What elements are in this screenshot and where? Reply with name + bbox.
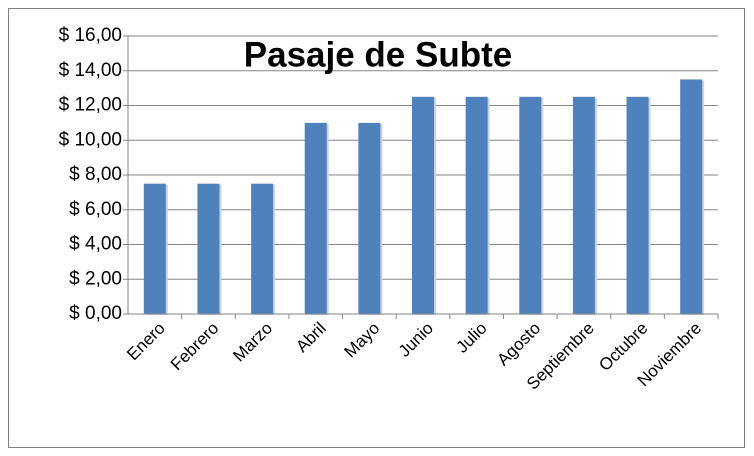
- y-tick-label: $ 14,00: [59, 60, 122, 81]
- bar: [197, 183, 220, 314]
- bar: [465, 96, 488, 314]
- bar: [143, 183, 166, 314]
- chart-title: Pasaje de Subte: [244, 35, 512, 74]
- y-tick-label: $ 16,00: [59, 25, 122, 46]
- y-tick-label: $ 10,00: [59, 129, 122, 150]
- y-tick-label: $ 12,00: [59, 95, 122, 116]
- y-tick-label: $ 8,00: [69, 164, 122, 185]
- bar: [680, 79, 703, 314]
- y-tick-label: $ 2,00: [69, 268, 122, 289]
- bar: [358, 122, 381, 314]
- bar: [412, 96, 434, 314]
- y-tick-label: $ 0,00: [69, 303, 122, 324]
- y-tick-label: $ 6,00: [69, 199, 122, 220]
- bar: [251, 183, 274, 314]
- bar: [626, 96, 649, 314]
- y-tick-label: $ 4,00: [69, 234, 122, 255]
- bar: [519, 96, 542, 314]
- bar: [572, 96, 595, 314]
- bar: [304, 122, 327, 314]
